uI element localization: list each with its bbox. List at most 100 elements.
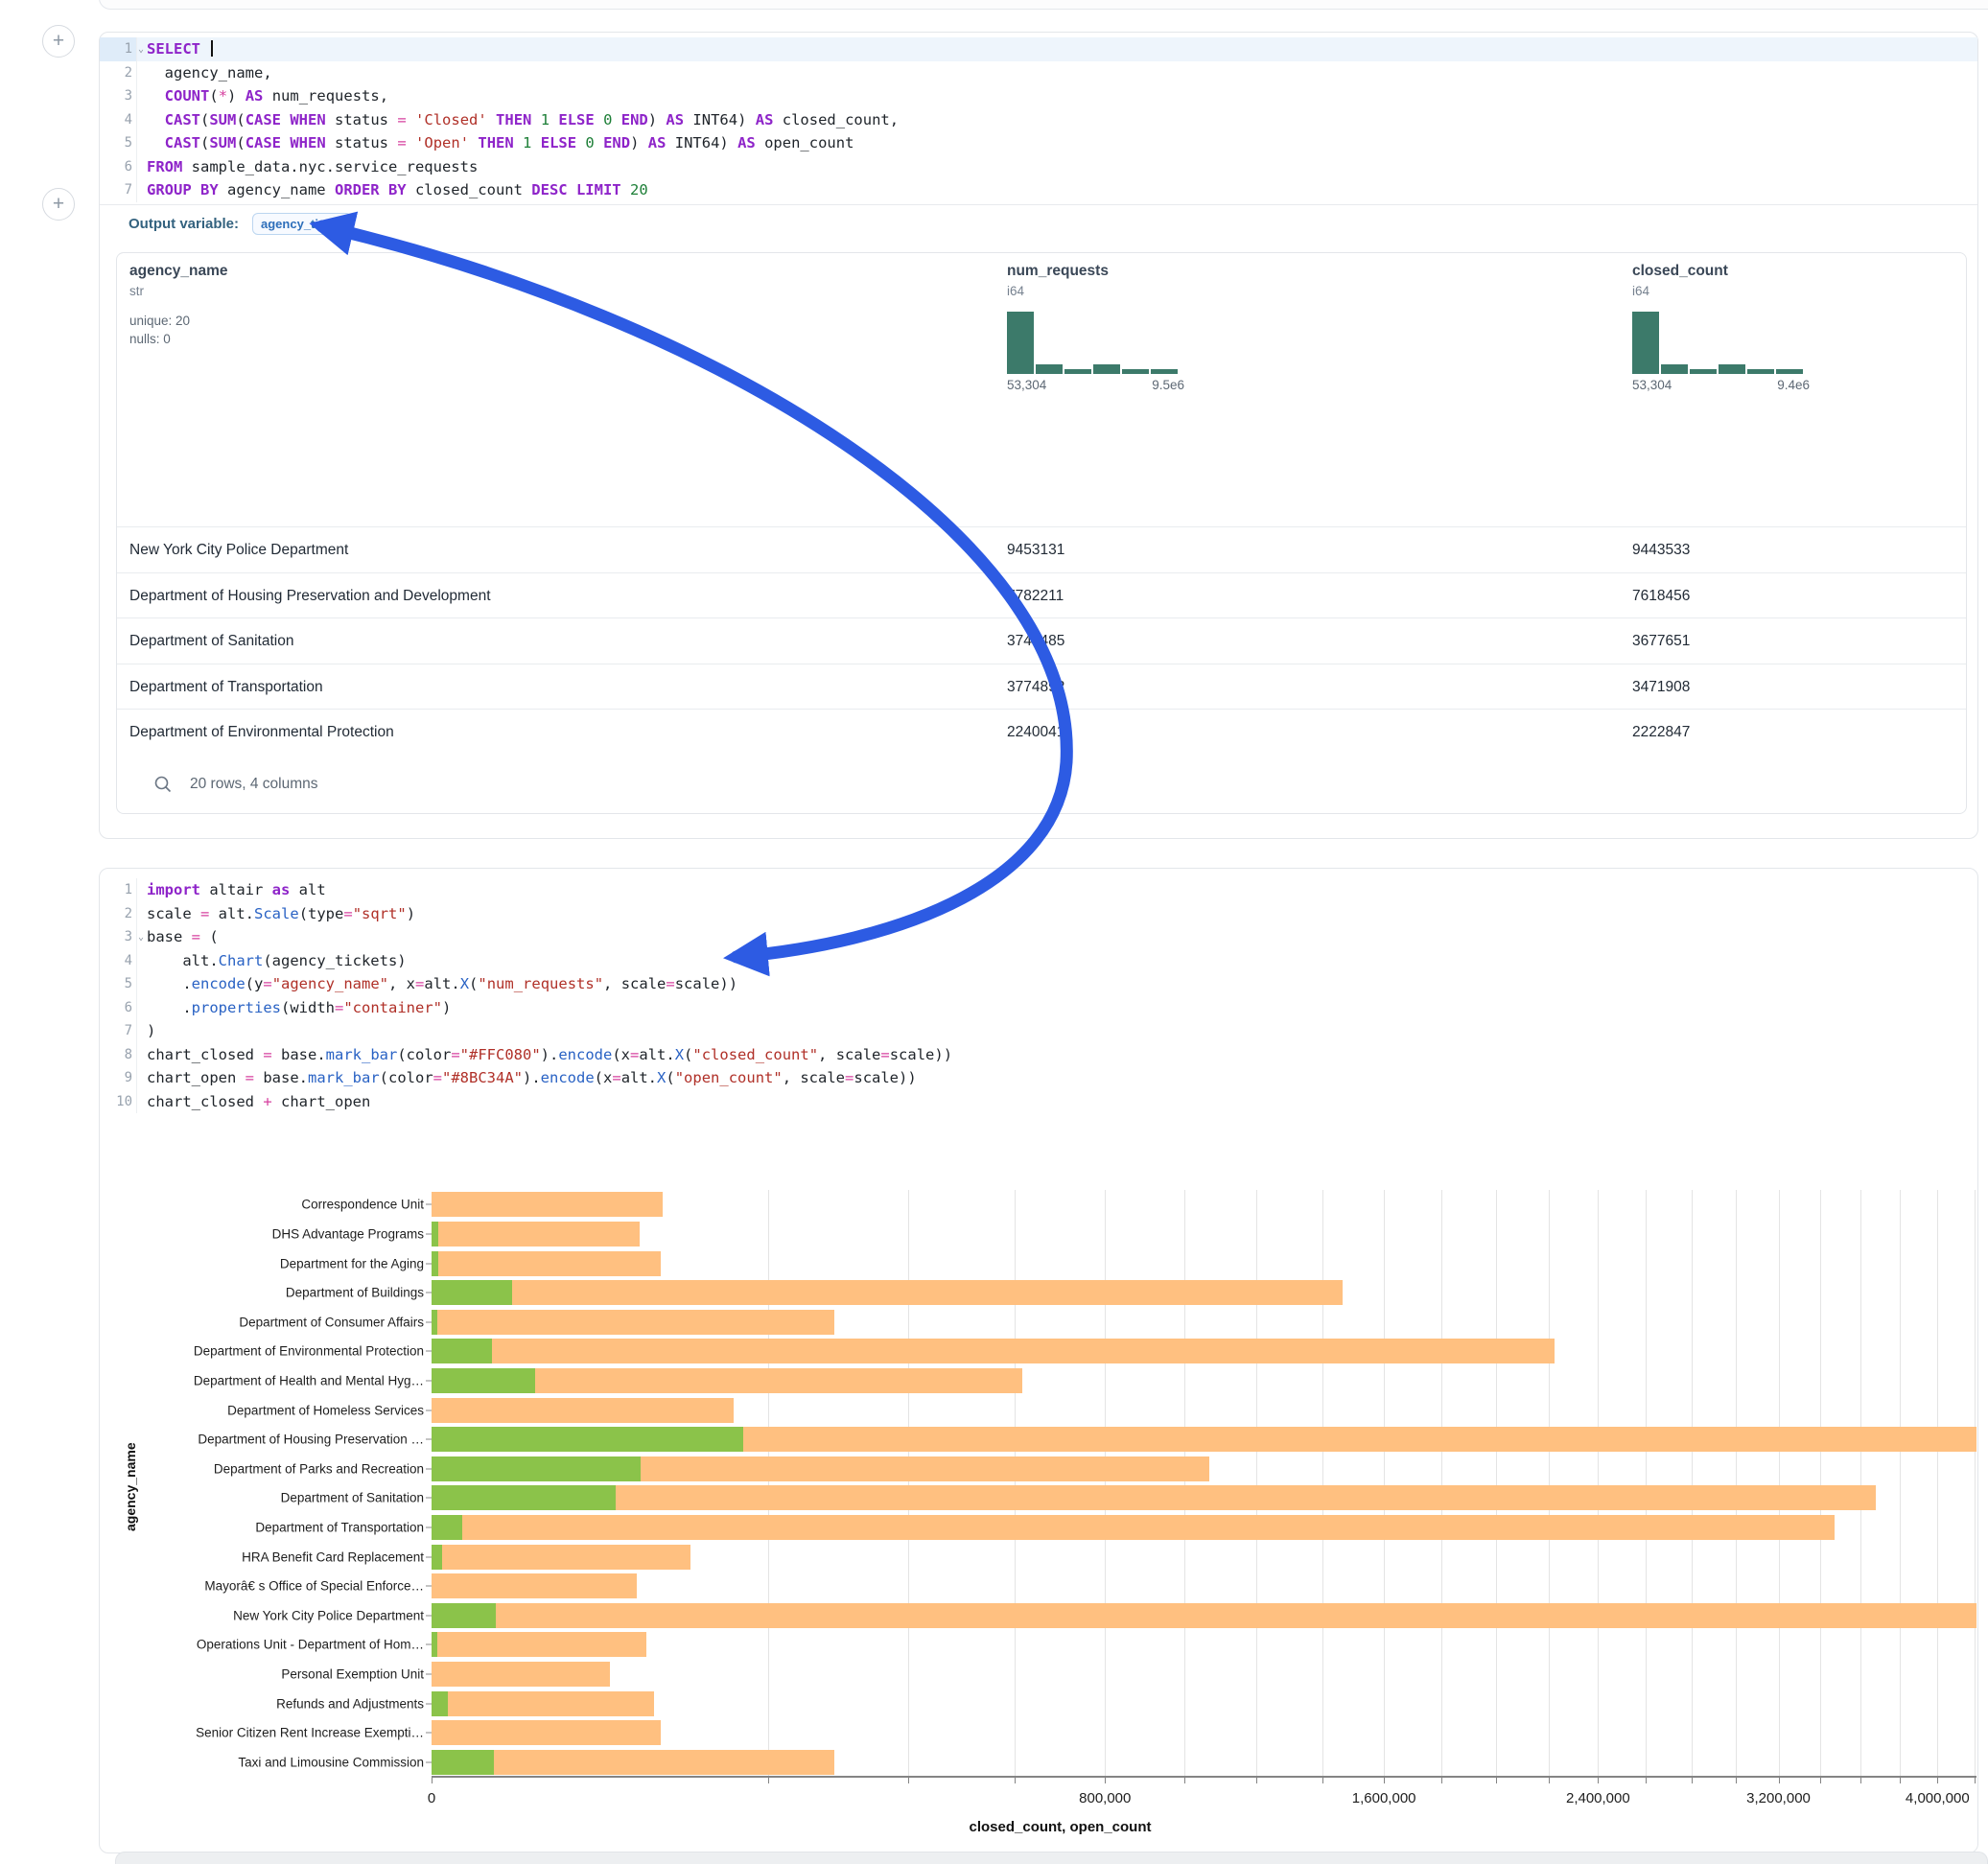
open-count-bar[interactable] bbox=[432, 1456, 641, 1481]
open-count-bar[interactable] bbox=[432, 1427, 743, 1453]
code-text: .properties(width="container") bbox=[147, 998, 452, 1016]
table-row[interactable]: Department of Environmental Protection 22… bbox=[117, 709, 1966, 756]
closed-count-bar[interactable] bbox=[432, 1573, 637, 1599]
line-number: 3 bbox=[100, 84, 137, 108]
code-text: agency_name, bbox=[147, 63, 272, 82]
line-number: 5 bbox=[100, 972, 137, 996]
code-line[interactable]: 1 ⌄ SELECT bbox=[100, 37, 1977, 61]
output-variable-pill[interactable]: agency_tickets bbox=[252, 212, 353, 235]
open-count-bar[interactable] bbox=[432, 1544, 443, 1570]
add-cell-button-top[interactable]: + bbox=[42, 25, 75, 58]
closed-count-bar[interactable] bbox=[432, 1749, 834, 1775]
fold-caret-icon[interactable]: ⌄ bbox=[137, 932, 144, 943]
column-histogram bbox=[1632, 312, 1810, 374]
y-tick bbox=[426, 1556, 432, 1557]
table-row[interactable]: Department of Transportation 3774892 34719… bbox=[117, 663, 1966, 711]
code-line[interactable]: 4 CAST(SUM(CASE WHEN status = 'Closed' T… bbox=[100, 107, 1977, 131]
closed-count-bar[interactable] bbox=[432, 1485, 1876, 1511]
search-icon[interactable] bbox=[153, 775, 173, 794]
x-axis-line bbox=[432, 1776, 1976, 1778]
x-axis-label: 1,600,000 bbox=[1351, 1790, 1416, 1806]
sql-code-editor[interactable]: 1 ⌄ SELECT 2 agency_name, 3 COUNT(*) AS num… bbox=[100, 37, 1977, 202]
x-axis-title: closed_count, open_count bbox=[969, 1819, 1152, 1835]
result-table-card: agency_name str unique: 20 nulls: 0 num_requ… bbox=[116, 252, 1967, 814]
closed-count-bar[interactable] bbox=[432, 1339, 1555, 1364]
table-row[interactable]: New York City Police Department 9453131 94… bbox=[117, 526, 1966, 573]
code-line[interactable]: 5 .encode(y="agency_name", x=alt.X("num_… bbox=[100, 972, 1977, 996]
open-count-bar[interactable] bbox=[432, 1309, 438, 1335]
open-count-bar[interactable] bbox=[432, 1514, 463, 1540]
code-line[interactable]: 4 alt.Chart(agency_tickets) bbox=[100, 948, 1977, 972]
closed-count-bar[interactable] bbox=[432, 1544, 690, 1570]
y-axis-label: Department of Health and Mental Hyg… bbox=[193, 1373, 424, 1388]
row-count-text: 20 rows, 4 columns bbox=[190, 776, 318, 792]
x-axis-label: 2,400,000 bbox=[1565, 1790, 1630, 1806]
column-header-agency_name[interactable]: agency_name str unique: 20 nulls: 0 bbox=[129, 263, 228, 346]
gridline bbox=[1598, 1190, 1600, 1777]
code-line[interactable]: 2 scale = alt.Scale(type="sqrt") bbox=[100, 901, 1977, 925]
column-histogram bbox=[1007, 312, 1184, 374]
code-text: COUNT(*) AS num_requests, bbox=[164, 87, 389, 105]
y-axis-label: Personal Exemption Unit bbox=[281, 1666, 424, 1682]
open-count-bar[interactable] bbox=[432, 1250, 438, 1276]
fold-caret-icon[interactable]: ⌄ bbox=[137, 44, 144, 55]
closed-count-bar[interactable] bbox=[432, 1602, 1976, 1628]
closed-count-bar[interactable] bbox=[432, 1632, 646, 1658]
code-line[interactable]: 7 GROUP BY agency_name ORDER BY closed_co… bbox=[100, 178, 1977, 202]
open-count-bar[interactable] bbox=[432, 1602, 497, 1628]
gridline bbox=[1937, 1190, 1939, 1777]
code-text: chart_closed = base.mark_bar(color="#FFC… bbox=[147, 1045, 953, 1063]
table-cell: 3471908 bbox=[1632, 678, 1691, 695]
code-line[interactable]: 6 .properties(width="container") bbox=[100, 995, 1977, 1019]
open-count-bar[interactable] bbox=[432, 1485, 617, 1511]
closed-count-bar[interactable] bbox=[432, 1309, 834, 1335]
open-count-bar[interactable] bbox=[432, 1749, 495, 1775]
y-tick bbox=[426, 1203, 432, 1205]
code-line[interactable]: 2 agency_name, bbox=[100, 60, 1977, 84]
column-header-num_requests[interactable]: num_requests i64 53,304 9.5e6 bbox=[1007, 263, 1184, 392]
code-text: import altair as alt bbox=[147, 881, 326, 898]
code-line[interactable]: 6 FROM sample_data.nyc.service_requests bbox=[100, 154, 1977, 178]
gridline bbox=[1859, 1190, 1861, 1777]
closed-count-bar[interactable] bbox=[432, 1192, 663, 1218]
closed-count-bar[interactable] bbox=[432, 1280, 1344, 1306]
table-row[interactable]: Department of Housing Preservation and D… bbox=[117, 571, 1966, 619]
closed-count-bar[interactable] bbox=[432, 1720, 662, 1746]
closed-count-bar[interactable] bbox=[432, 1514, 1835, 1540]
closed-count-bar[interactable] bbox=[432, 1397, 734, 1423]
column-header-closed_count[interactable]: closed_count i64 53,304 9.4e6 bbox=[1632, 263, 1810, 392]
y-tick bbox=[426, 1643, 432, 1645]
table-cell: Department of Sanitation bbox=[129, 633, 294, 649]
code-text: alt.Chart(agency_tickets) bbox=[147, 951, 407, 969]
open-count-bar[interactable] bbox=[432, 1280, 512, 1306]
line-number: 9 bbox=[100, 1066, 137, 1090]
code-line[interactable]: 7) bbox=[100, 1019, 1977, 1043]
closed-count-bar[interactable] bbox=[432, 1221, 640, 1247]
code-line[interactable]: 9 chart_open = base.mark_bar(color="#8BC3… bbox=[100, 1066, 1977, 1090]
closed-count-bar[interactable] bbox=[432, 1661, 610, 1687]
python-code-editor[interactable]: 1 import altair as alt 2 scale = alt.Scale(… bbox=[100, 878, 1977, 1113]
x-tick bbox=[1819, 1778, 1821, 1783]
code-line[interactable]: 10 chart_closed + chart_open bbox=[100, 1089, 1977, 1113]
open-count-bar[interactable] bbox=[432, 1221, 438, 1247]
code-line[interactable]: 3 COUNT(*) AS num_requests, bbox=[100, 84, 1977, 108]
add-cell-button-output[interactable]: + bbox=[42, 188, 75, 221]
code-line[interactable]: 3 ⌄ base = ( bbox=[100, 925, 1977, 949]
closed-count-bar[interactable] bbox=[432, 1250, 662, 1276]
y-tick bbox=[426, 1615, 432, 1617]
code-line[interactable]: 8 chart_closed = base.mark_bar(color="#FF… bbox=[100, 1042, 1977, 1066]
open-count-bar[interactable] bbox=[432, 1690, 448, 1716]
line-number: 6 bbox=[100, 154, 137, 178]
line-number: 6 bbox=[100, 995, 137, 1019]
open-count-bar[interactable] bbox=[432, 1339, 492, 1364]
open-count-bar[interactable] bbox=[432, 1632, 438, 1658]
code-line[interactable]: 1 import altair as alt bbox=[100, 878, 1977, 902]
table-row[interactable]: Department of Sanitation 3749485 3677651 bbox=[117, 617, 1966, 664]
gridline bbox=[1548, 1190, 1550, 1777]
closed-count-bar[interactable] bbox=[432, 1690, 654, 1716]
code-line[interactable]: 5 CAST(SUM(CASE WHEN status = 'Open' THE… bbox=[100, 131, 1977, 155]
line-number: 7 bbox=[100, 178, 137, 202]
code-text: SELECT bbox=[137, 37, 1977, 61]
x-axis-label: 4,000,000 bbox=[1905, 1790, 1970, 1806]
open-count-bar[interactable] bbox=[432, 1367, 535, 1393]
